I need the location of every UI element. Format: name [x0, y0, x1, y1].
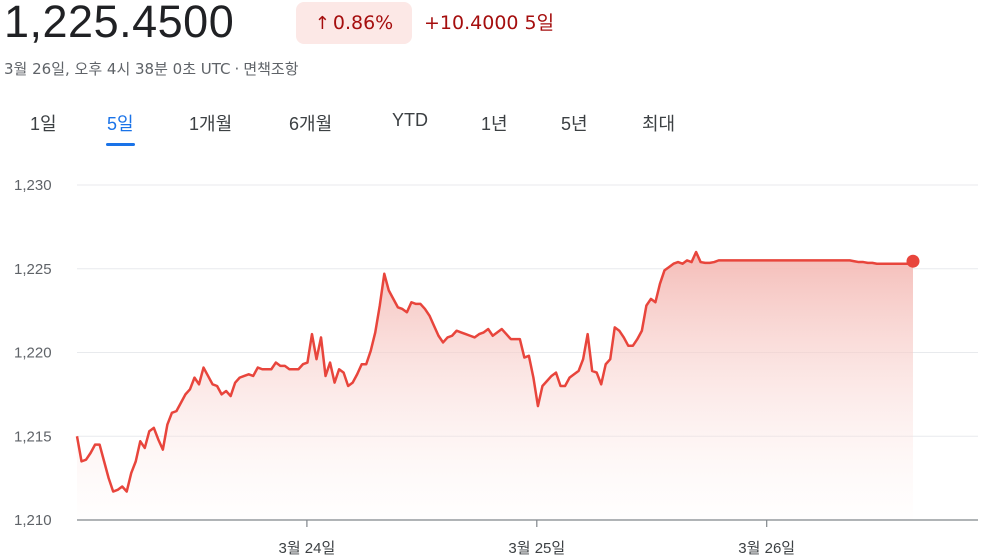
separator: · — [234, 60, 240, 78]
price-line — [75, 250, 914, 493]
x-tick-label: 3월 24일 — [279, 540, 336, 557]
arrow-up-icon: ↑ — [314, 12, 330, 34]
change-period: 5일 — [524, 12, 555, 34]
change-percent-badge: ↑ 0.86% — [296, 2, 412, 44]
current-price: 1,225.4500 — [4, 0, 235, 47]
x-tick-label: 3월 25일 — [508, 540, 565, 557]
y-tick-label: 1,230 — [14, 177, 52, 194]
x-axis-ticks: 3월 24일 3월 25일 3월 26일 — [279, 520, 795, 557]
range-tabs: 1일 5일 1개월 6개월 YTD 1년 5년 최대 — [0, 110, 982, 146]
change-amount: +10.4000 5일 — [424, 8, 554, 35]
price-area — [77, 252, 913, 520]
timestamp-line: 3월 26일, 오후 4시 38분 0초 UTC · 면책조항 — [4, 58, 299, 79]
tab-1d[interactable]: 1일 — [30, 114, 57, 134]
y-tick-label: 1,220 — [14, 345, 52, 362]
timestamp: 3월 26일, 오후 4시 38분 0초 UTC — [4, 60, 231, 78]
tab-1y[interactable]: 1년 — [481, 114, 508, 134]
tab-6m[interactable]: 6개월 — [289, 114, 333, 134]
y-tick-label: 1,210 — [14, 512, 52, 529]
tab-5y[interactable]: 5년 — [561, 114, 588, 134]
current-price-dot — [906, 254, 920, 268]
y-axis-labels: 1,230 1,225 1,220 1,215 1,210 — [14, 177, 52, 529]
tab-max[interactable]: 최대 — [642, 114, 676, 134]
y-tick-label: 1,215 — [14, 428, 52, 445]
change-value: +10.4000 — [424, 12, 519, 34]
y-tick-label: 1,225 — [14, 261, 52, 278]
x-tick-label: 3월 26일 — [738, 540, 795, 557]
disclaimer-link[interactable]: 면책조항 — [243, 60, 299, 78]
tab-1m[interactable]: 1개월 — [189, 114, 233, 134]
tab-ytd[interactable]: YTD — [392, 110, 428, 130]
change-percent: 0.86% — [332, 12, 394, 34]
tab-5d[interactable]: 5일 — [106, 110, 135, 146]
